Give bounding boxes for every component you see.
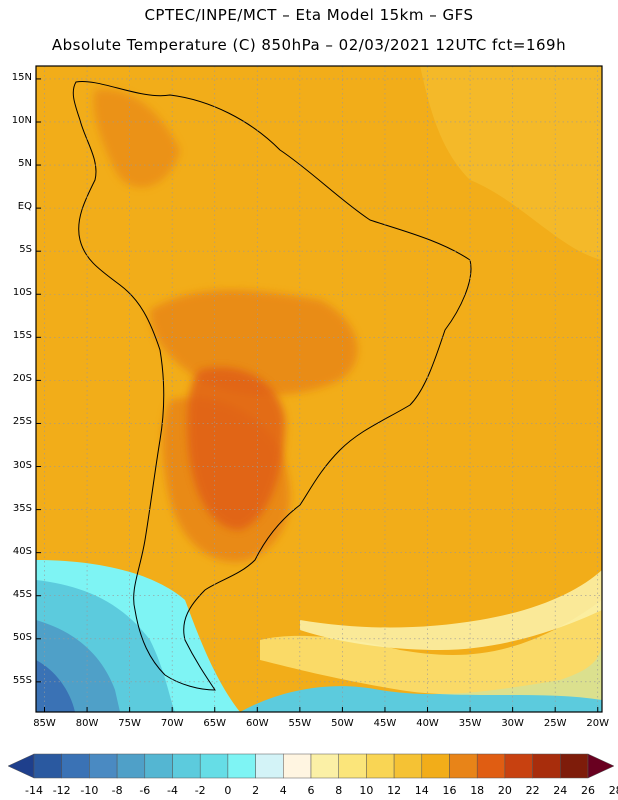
- colorbar-label: -12: [52, 784, 71, 797]
- colorbar-label: -10: [80, 784, 99, 797]
- lon-label: 20W: [586, 718, 610, 729]
- lon-label: 45W: [373, 718, 397, 729]
- lon-label: 75W: [118, 718, 141, 729]
- lon-label: 30W: [501, 718, 524, 729]
- lat-label: 15S: [12, 330, 32, 342]
- colorbar-label: 14: [414, 784, 429, 797]
- colorbar-swatch: [532, 753, 561, 779]
- colorbar-swatch: [476, 753, 506, 779]
- colorbar-swatch: [172, 753, 201, 779]
- colorbar-swatch: [449, 753, 478, 779]
- chart-title-line1: CPTEC/INPE/MCT – Eta Model 15km – GFS: [144, 6, 474, 24]
- lon-label: 35W: [458, 718, 482, 729]
- field-20-22-core: [187, 367, 285, 530]
- colorbar-label: 28: [608, 784, 618, 797]
- colorbar-swatch: [366, 753, 395, 779]
- colorbar-swatch: [227, 753, 256, 779]
- colorbar-label: 24: [553, 784, 568, 797]
- lat-label: 30S: [12, 459, 32, 471]
- lon-label: 70W: [160, 718, 184, 729]
- colorbar-swatch: [144, 753, 173, 779]
- colorbar-swatch: [61, 753, 90, 779]
- colorbar-label: -2: [194, 784, 206, 797]
- field-14-16-north: [420, 66, 602, 260]
- colorbar-label: 2: [252, 784, 260, 797]
- lat-label: 40S: [12, 545, 32, 557]
- lat-label: 35S: [12, 502, 32, 514]
- lon-label: 65W: [203, 718, 227, 729]
- lat-label: EQ: [17, 201, 32, 213]
- colorbar-swatch: [283, 753, 312, 779]
- lat-label: 5S: [19, 244, 32, 256]
- colorbar-swatch: [504, 753, 533, 779]
- colorbar-label: 6: [307, 784, 315, 797]
- field-10-12-south: [260, 600, 602, 700]
- lat-label: 10S: [12, 287, 32, 299]
- colorbar-label: -4: [167, 784, 178, 797]
- lon-label: 60W: [245, 718, 269, 729]
- colorbar-label: 26: [581, 784, 595, 797]
- colorbar-label: 8: [335, 784, 343, 797]
- lat-label: 55S: [12, 674, 32, 686]
- south-america-outline: [72, 81, 472, 691]
- lat-label: 25S: [12, 416, 32, 428]
- colorbar-swatch: [89, 753, 118, 779]
- colorbar-swatch: [33, 753, 62, 779]
- field-18-20-andes-north: [93, 89, 180, 188]
- colorbar-label: 20: [497, 784, 512, 797]
- colorbar-swatch: [560, 753, 589, 779]
- colorbar-swatch: [338, 753, 367, 779]
- colorbar-swatch: [199, 753, 229, 779]
- colorbar-swatch: [255, 753, 284, 779]
- colorbar-swatch: [116, 753, 146, 779]
- field-18-20-central: [150, 290, 358, 395]
- colorbar-label: 22: [525, 784, 540, 797]
- lon-label: 55W: [288, 718, 312, 729]
- colorbar-label: 10: [359, 784, 374, 797]
- colorbar-label: 4: [279, 784, 287, 797]
- colorbar-label: 12: [387, 784, 402, 797]
- lon-label: 25W: [543, 718, 567, 729]
- lat-label: 20S: [12, 373, 32, 385]
- lat-label: 50S: [12, 631, 32, 643]
- lat-label: 10N: [11, 114, 32, 126]
- map-frame: [35, 65, 603, 713]
- colorbar-label: -14: [25, 784, 43, 797]
- colorbar-label: -8: [111, 784, 123, 797]
- lon-label: 40W: [416, 718, 439, 729]
- colorbar-swatch: [310, 753, 339, 779]
- lat-label: 45S: [12, 588, 32, 600]
- colorbar-label: -6: [139, 784, 151, 797]
- lon-label: 85W: [33, 718, 56, 729]
- lat-label: 5N: [18, 158, 32, 170]
- lon-label: 80W: [75, 718, 99, 729]
- lat-label: 15N: [11, 71, 32, 83]
- colorbar-label: 18: [470, 784, 485, 797]
- colorbar-arrow-low: [7, 753, 35, 779]
- chart-title-line2: Absolute Temperature (C) 850hPa – 02/03/…: [51, 36, 567, 54]
- colorbar-label: 16: [442, 784, 457, 797]
- lon-label: 50W: [331, 718, 354, 729]
- colorbar-swatch: [421, 753, 450, 779]
- colorbar-label: 0: [224, 784, 232, 797]
- field-neg8-southwest: [36, 660, 75, 712]
- colorbar-swatch: [393, 753, 423, 779]
- colorbar-arrow-high: [587, 753, 615, 779]
- colorbar: [7, 753, 615, 779]
- axis-ticks: [36, 78, 599, 712]
- field-8-10-south: [300, 570, 602, 650]
